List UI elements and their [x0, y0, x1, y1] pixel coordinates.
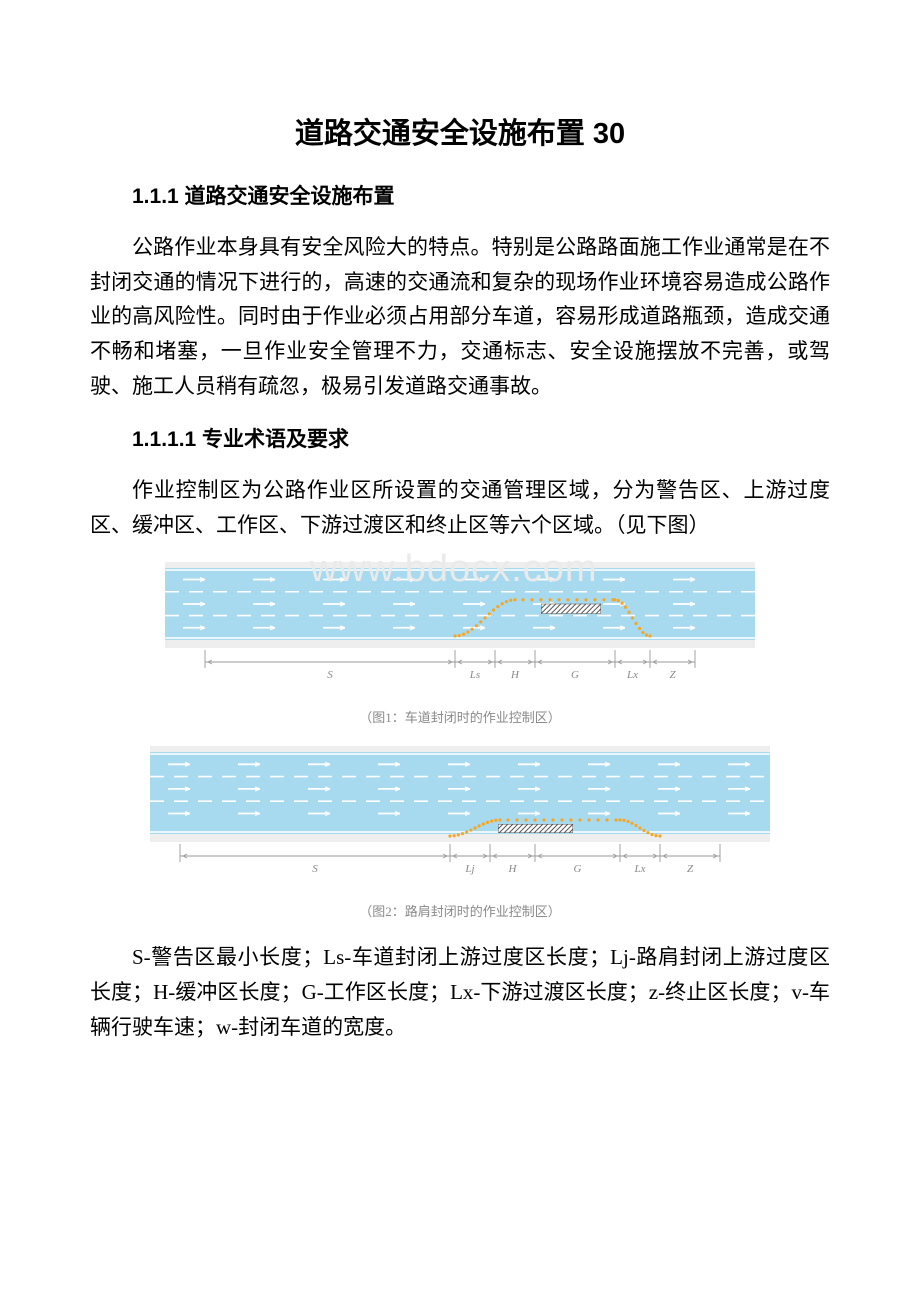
svg-text:Z: Z	[669, 669, 676, 681]
svg-text:S: S	[312, 863, 318, 875]
svg-text:Lx: Lx	[634, 863, 646, 875]
document-title: 道路交通安全设施布置 30	[90, 110, 830, 152]
diagram-2: S Lj H G Lx Z	[90, 746, 830, 891]
diagram-1-caption: （图1：车道封闭时的作业控制区）	[90, 707, 830, 726]
svg-text:S: S	[327, 669, 333, 681]
svg-text:Z: Z	[687, 863, 694, 875]
paragraph-1: 公路作业本身具有安全风险大的特点。特别是公路路面施工作业通常是在不封闭交通的情况…	[90, 230, 830, 403]
section-heading-2: 1.1.1.1 专业术语及要求	[90, 423, 830, 453]
svg-text:Lj: Lj	[464, 863, 474, 875]
diagram-2-caption: （图2：路肩封闭时的作业控制区）	[90, 901, 830, 920]
svg-text:G: G	[574, 863, 582, 875]
svg-text:Ls: Ls	[469, 669, 480, 681]
svg-text:H: H	[510, 669, 520, 681]
paragraph-2: 作业控制区为公路作业区所设置的交通管理区域，分为警告区、上游过度区、缓冲区、工作…	[90, 473, 830, 542]
svg-text:G: G	[571, 669, 579, 681]
legend-paragraph: S-警告区最小长度；Ls-车道封闭上游过度区长度；Lj-路肩封闭上游过度区长度；…	[90, 940, 830, 1044]
section-heading-1: 1.1.1 道路交通安全设施布置	[90, 180, 830, 210]
svg-text:Lx: Lx	[626, 669, 638, 681]
diagram-1: S Ls H G Lx Z	[90, 562, 830, 697]
svg-text:H: H	[508, 863, 518, 875]
